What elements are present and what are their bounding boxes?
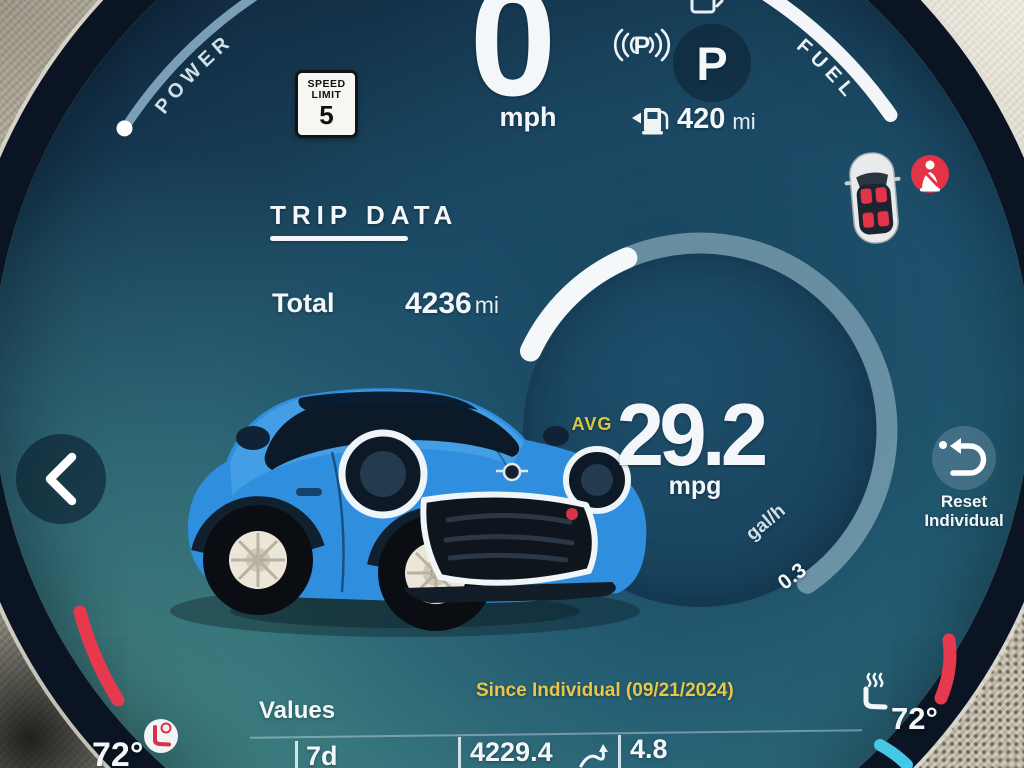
reset-individual-button[interactable] <box>932 426 996 490</box>
range-unit: mi <box>732 108 756 134</box>
car-mirror-left <box>236 426 270 450</box>
right-red-arc <box>934 633 957 705</box>
route-icon <box>579 744 608 768</box>
reset-button-label-line1[interactable]: Reset <box>940 492 988 511</box>
stat-duration: 7d <box>306 741 338 768</box>
trip-total: 4236 mi <box>405 287 499 321</box>
stat-distance: 4229.4 <box>470 737 553 767</box>
speed-limit-line2: LIMIT <box>311 89 342 102</box>
climate-temp-left[interactable]: 72° <box>92 736 144 768</box>
fuel-range: 420 mi <box>630 103 756 136</box>
speed-unit: mph <box>499 102 557 132</box>
car-wheel-rear <box>203 505 313 615</box>
speed-value: 0 <box>469 0 557 129</box>
car-illustration <box>170 388 647 637</box>
car-mirror-right <box>543 426 569 446</box>
left-red-arc <box>73 605 125 707</box>
trip-title-underline <box>270 236 408 241</box>
gauge-ring-active-segment <box>520 247 638 362</box>
stat-divider-3 <box>618 735 621 768</box>
car-s-badge <box>566 508 578 520</box>
gear-letter: P <box>696 36 728 90</box>
park-assist-letter: P <box>634 32 651 60</box>
trip-total-value: 4236 <box>405 287 472 320</box>
gauge-unit: mpg <box>668 472 722 500</box>
trip-data-title: TRIP DATA <box>270 200 459 230</box>
values-section-title: Values <box>259 697 336 724</box>
heated-seat-left-icon[interactable] <box>144 719 178 753</box>
range-value: 420 <box>677 103 726 135</box>
top-partial-status-icon <box>690 0 724 14</box>
back-button[interactable] <box>16 434 106 524</box>
power-arc <box>120 0 258 133</box>
seat-occupancy-icon <box>844 152 901 244</box>
gauge-value: 29.2 <box>616 385 769 484</box>
fuel-pump-icon <box>632 107 669 134</box>
gauge-avg-tag: AVG <box>571 414 613 434</box>
park-assist-icon: P <box>613 28 671 62</box>
trip-total-label: Total <box>272 288 335 318</box>
stat-divider-2 <box>458 737 461 768</box>
undo-arrow-icon <box>939 438 987 476</box>
speed-limit-value: 5 <box>319 99 334 130</box>
gear-indicator: P <box>673 24 751 102</box>
power-arc-dot <box>116 120 133 137</box>
chevron-left-icon <box>45 452 77 506</box>
speed-limit-sign: SPEED LIMIT 5 <box>295 70 358 138</box>
climate-temp-right[interactable]: 72° <box>891 701 938 736</box>
cyan-arc <box>874 739 913 768</box>
heated-seat-right-icon[interactable] <box>863 672 888 710</box>
values-period-label: Since Individual (09/21/2024) <box>476 680 734 701</box>
trip-total-unit: mi <box>474 292 500 318</box>
car-bumper <box>404 582 616 603</box>
fuel-level-arc <box>762 0 898 122</box>
speed-limit-line1: SPEED <box>307 77 346 90</box>
stat-consumption: 4.8 <box>630 734 668 764</box>
seatbelt-warning-icon <box>911 155 949 193</box>
stat-divider-1 <box>295 741 298 768</box>
car-hood-badge <box>502 462 522 482</box>
reset-button-label-line2[interactable]: Individual <box>924 511 1004 530</box>
